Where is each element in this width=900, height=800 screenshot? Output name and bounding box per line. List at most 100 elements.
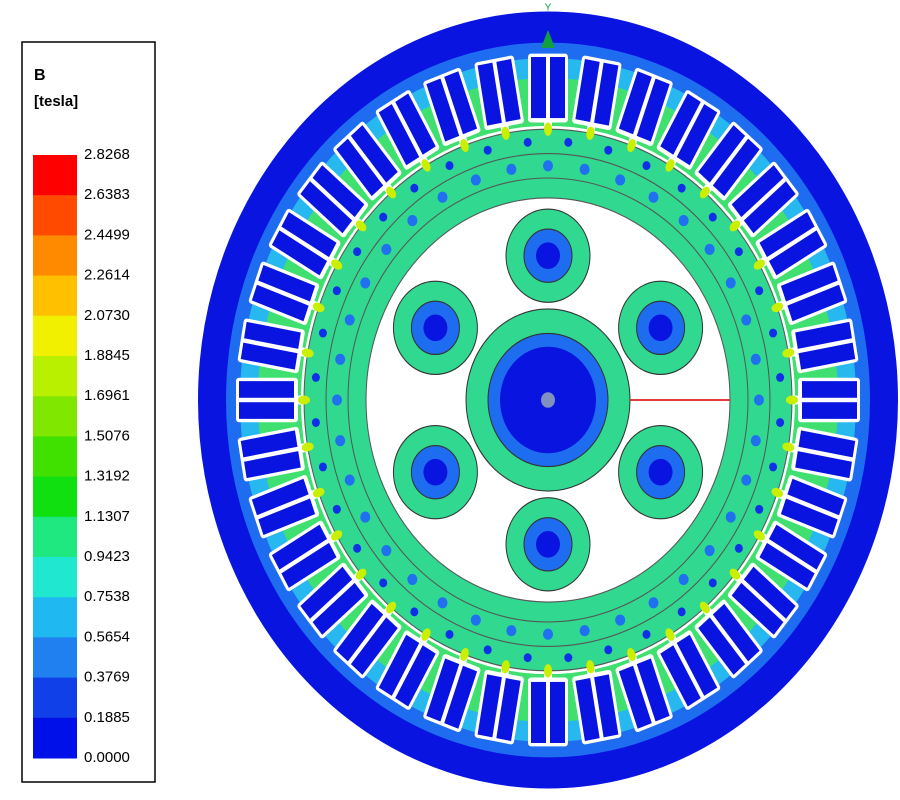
rotor-dot [344, 474, 355, 486]
slot-coil [731, 582, 784, 635]
slot-coil [244, 321, 301, 349]
rotor-dot [543, 160, 553, 172]
slot-coil [676, 104, 718, 166]
slot-coil [575, 678, 600, 742]
scale-label: 2.8268 [84, 146, 130, 163]
rotor-dot [734, 247, 743, 257]
slot-coil [780, 498, 838, 536]
slot-coil [350, 125, 398, 183]
stator-slot [297, 562, 369, 639]
slot-coil [258, 264, 316, 302]
rotor-dot [704, 243, 715, 256]
rotor-saturation [355, 568, 367, 580]
slot-outline [694, 121, 763, 201]
rotor-dot [407, 573, 418, 585]
slot-coil [698, 125, 746, 183]
rotor-dot [470, 614, 481, 626]
slot-coil [676, 634, 718, 696]
stator-slot [474, 668, 524, 745]
slot-coil [594, 62, 619, 126]
stator-slot [789, 318, 859, 374]
rotor-dot [523, 137, 532, 147]
rotor-dot [506, 625, 517, 637]
stator-slot [727, 161, 799, 238]
stator-slot [694, 599, 763, 679]
color-band [33, 396, 77, 437]
slot-coil [336, 138, 384, 197]
slot-coil [731, 165, 784, 218]
scale-label: 1.1307 [84, 508, 130, 525]
rotor-dot [445, 629, 454, 639]
stator-slot [333, 121, 402, 201]
rotor-dot [470, 174, 481, 186]
color-band [33, 275, 77, 317]
rotor-saturation [699, 186, 710, 199]
stator-slot [615, 654, 673, 733]
slot-coil [660, 93, 701, 155]
slot-coil [795, 451, 852, 479]
slot-coil [378, 634, 420, 696]
slot-coil [444, 665, 478, 729]
rotor-dot [379, 578, 388, 588]
rotor-dot [437, 191, 448, 203]
slot-outline [727, 562, 799, 639]
rotor-saturation [297, 395, 310, 405]
rotor-dot [755, 504, 764, 514]
slot-coil [531, 57, 546, 119]
slot-coil [618, 665, 652, 729]
slot-coil [759, 212, 815, 258]
stator-slot [528, 673, 568, 747]
color-band [33, 195, 77, 236]
stator-slot [474, 55, 524, 132]
slot-coil [636, 78, 670, 142]
slot-coil [477, 62, 502, 126]
rotor-dot [678, 573, 689, 585]
slot-coil [312, 165, 365, 218]
legend-title: B [34, 67, 46, 84]
pole-core [536, 242, 560, 270]
stator-slot [268, 520, 341, 592]
slot-coil [281, 542, 337, 588]
scale-label: 0.3769 [84, 669, 130, 686]
color-band [33, 516, 77, 558]
pole-core [648, 458, 673, 486]
slot-coil [787, 478, 845, 516]
rotor-dot [410, 183, 419, 193]
rotor-dot [677, 607, 686, 617]
slot-coil [712, 603, 760, 662]
rotor-saturation [460, 139, 469, 152]
rotor-saturation [786, 395, 798, 405]
stator-slot [236, 377, 302, 423]
rotor-dot [604, 145, 613, 155]
rotor-dot [741, 314, 752, 326]
rotor-dot [708, 578, 717, 588]
slot-outline [333, 599, 402, 679]
rotor-saturation [312, 302, 325, 313]
slot-coil [378, 104, 420, 166]
slot-coil [795, 321, 852, 349]
slot-coil [768, 230, 825, 276]
rotor-saturation [501, 660, 510, 674]
scale-label: 1.5076 [84, 427, 130, 444]
slot-coil [798, 430, 856, 458]
rotor-dot [750, 353, 761, 365]
slot-coil [768, 524, 825, 570]
rotor-dot [678, 215, 689, 227]
rotor-saturation [301, 442, 314, 452]
slot-coil [239, 402, 294, 419]
stator-slot [572, 55, 622, 132]
pole-core [648, 314, 673, 342]
rotor-dot [379, 212, 388, 222]
slot-coil [594, 674, 619, 738]
rotor-dot [335, 435, 346, 447]
rotor-saturation [627, 648, 636, 661]
rotor-dot [708, 212, 717, 222]
stator-slot [755, 208, 828, 280]
slot-coil [636, 658, 670, 722]
rotor-dot [754, 394, 764, 406]
slot-coil [496, 678, 521, 742]
color-band [33, 476, 77, 518]
rotor-dot [381, 544, 392, 557]
color-band [33, 436, 77, 478]
